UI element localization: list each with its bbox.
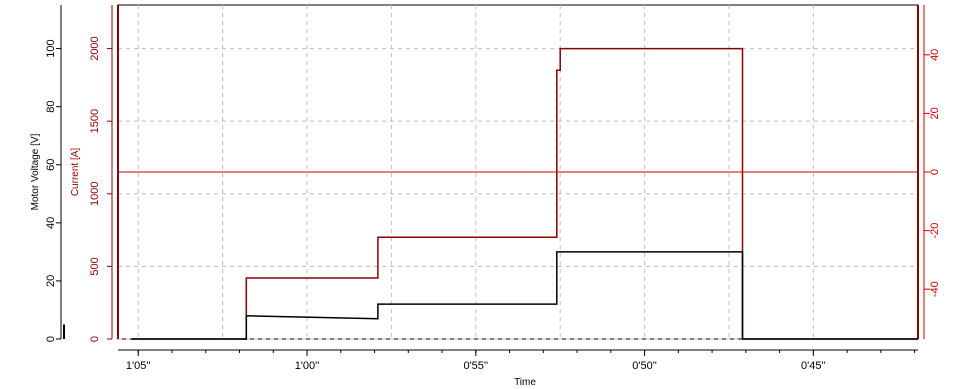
series-layer <box>118 47 918 340</box>
time-tick-label: 1'05'' <box>126 360 151 372</box>
current-axis: Current [A] 0 500 1000 1500 2000 <box>70 5 113 342</box>
current-tick-label: 1500 <box>89 109 101 133</box>
right-tick-label: 40 <box>929 49 941 61</box>
voltage-tick-label: 0 <box>45 336 57 342</box>
right-tick-label: -20 <box>929 223 941 239</box>
time-tick-label: 1'00'' <box>295 360 320 372</box>
time-axis: Time 1'05'' 1'00'' 0'55'' 0'50'' 0'45'' <box>118 349 918 388</box>
voltage-tick-label: 40 <box>45 217 57 229</box>
current-tick-label: 0 <box>89 336 101 342</box>
voltage-tick-label: 80 <box>45 101 57 113</box>
right-axis: -40 -20 0 20 40 <box>923 5 941 339</box>
right-tick-label: 20 <box>929 107 941 119</box>
voltage-tick-label: 100 <box>45 39 57 57</box>
right-tick-label: 0 <box>929 169 941 175</box>
time-tick-label: 0'50'' <box>632 360 657 372</box>
time-tick-label: 0'55'' <box>463 360 488 372</box>
plot-area <box>117 4 919 340</box>
series-line-0 <box>131 47 918 340</box>
current-tick-label: 2000 <box>89 36 101 60</box>
right-tick-label: -40 <box>929 281 941 297</box>
voltage-tick-label: 20 <box>45 275 57 287</box>
voltage-axis: Motor Voltage [V] 0 20 40 60 80 100 <box>30 5 65 342</box>
time-tick-label: 0'45'' <box>801 360 826 372</box>
voltage-tick-label: 60 <box>45 159 57 171</box>
current-tick-label: 1000 <box>89 182 101 206</box>
time-axis-title: Time <box>514 377 536 388</box>
current-axis-title: Current [A] <box>70 148 81 197</box>
series-line-1 <box>131 251 918 340</box>
current-tick-label: 500 <box>89 257 101 275</box>
voltage-axis-title: Motor Voltage [V] <box>30 133 41 210</box>
